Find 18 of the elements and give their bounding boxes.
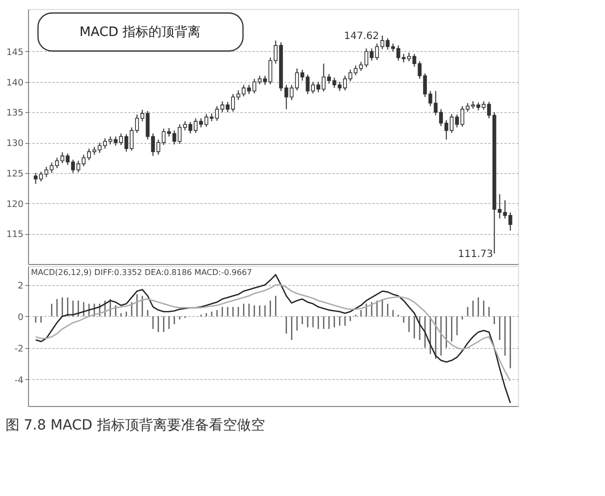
- annotation: 147.62: [344, 31, 379, 42]
- line-series: [35, 274, 511, 404]
- y-tick-label: 125: [6, 169, 24, 180]
- y-tick-label: 115: [6, 230, 24, 240]
- y-tick-label: 2: [18, 281, 24, 292]
- y-tick-label: 145: [6, 48, 24, 58]
- caption: 图 7.8 MACD 指标顶背离要准备看空做空: [5, 418, 265, 434]
- annotation: MACD 指标的顶背离: [79, 24, 201, 40]
- y-tick-label: 0: [18, 312, 24, 323]
- y-tick-label: 130: [6, 139, 24, 150]
- annotation: 111.73: [458, 249, 493, 260]
- y-tick-label: -2: [14, 344, 24, 354]
- line-series: [35, 284, 511, 382]
- y-tick-label: -4: [14, 376, 24, 386]
- chart-title: MACD(26,12,9) DIFF:0.3352 DEA:0.8186 MACD:-0.9667: [31, 268, 252, 277]
- y-tick-label: 135: [6, 108, 24, 119]
- y-tick-label: 140: [6, 78, 24, 88]
- y-tick-label: 120: [6, 200, 24, 210]
